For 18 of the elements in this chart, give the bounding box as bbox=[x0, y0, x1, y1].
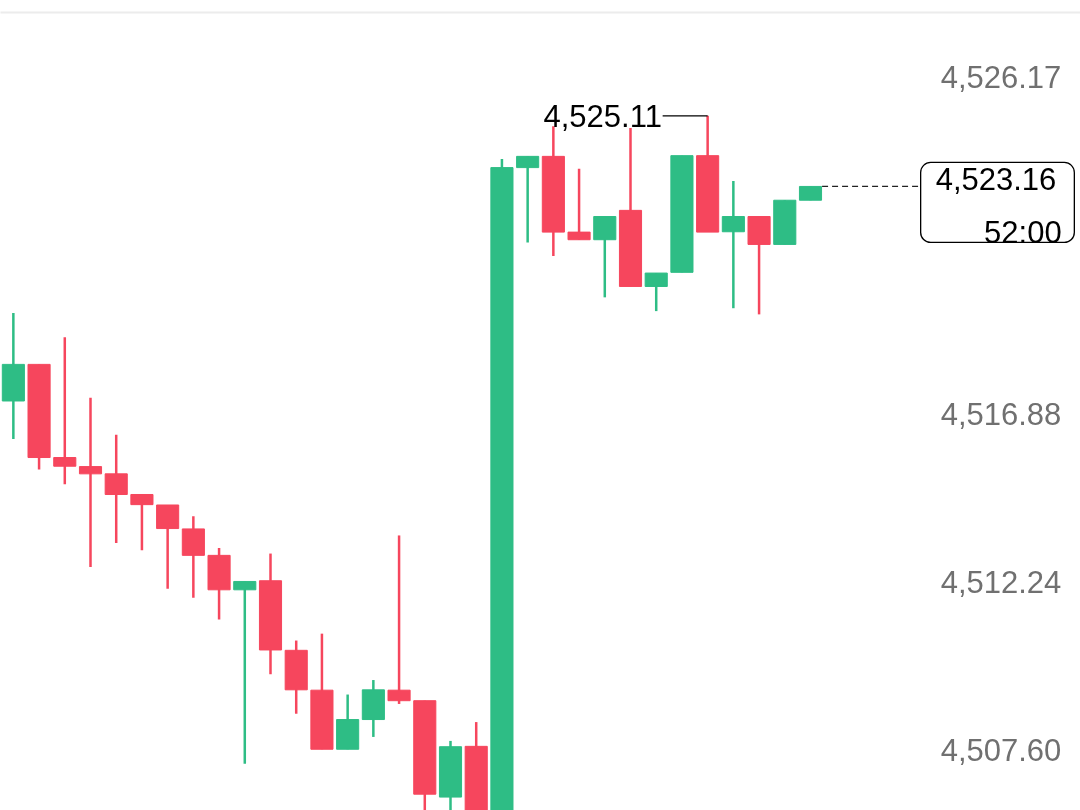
candlestick bbox=[721, 179, 745, 310]
candlestick bbox=[233, 580, 257, 765]
candlestick bbox=[644, 271, 668, 313]
candlestick bbox=[516, 155, 540, 244]
y-tick-label: 4,516.88 bbox=[940, 397, 1062, 433]
candlestick bbox=[130, 493, 154, 552]
candlestick bbox=[593, 215, 617, 299]
y-tick-label: 4,512.24 bbox=[940, 565, 1062, 601]
candlestick bbox=[387, 534, 411, 706]
y-tick-label: 4,507.60 bbox=[940, 733, 1062, 769]
candlestick bbox=[104, 433, 128, 545]
annotation: 4,525.11 bbox=[543, 98, 662, 134]
candlestick bbox=[567, 167, 591, 241]
candlestick bbox=[156, 503, 180, 590]
candlestick bbox=[78, 396, 103, 569]
candlestick bbox=[53, 335, 77, 486]
y-tick-label: 4,526.17 bbox=[940, 60, 1062, 96]
ref-line-label: 4,523.16 bbox=[935, 162, 1057, 198]
